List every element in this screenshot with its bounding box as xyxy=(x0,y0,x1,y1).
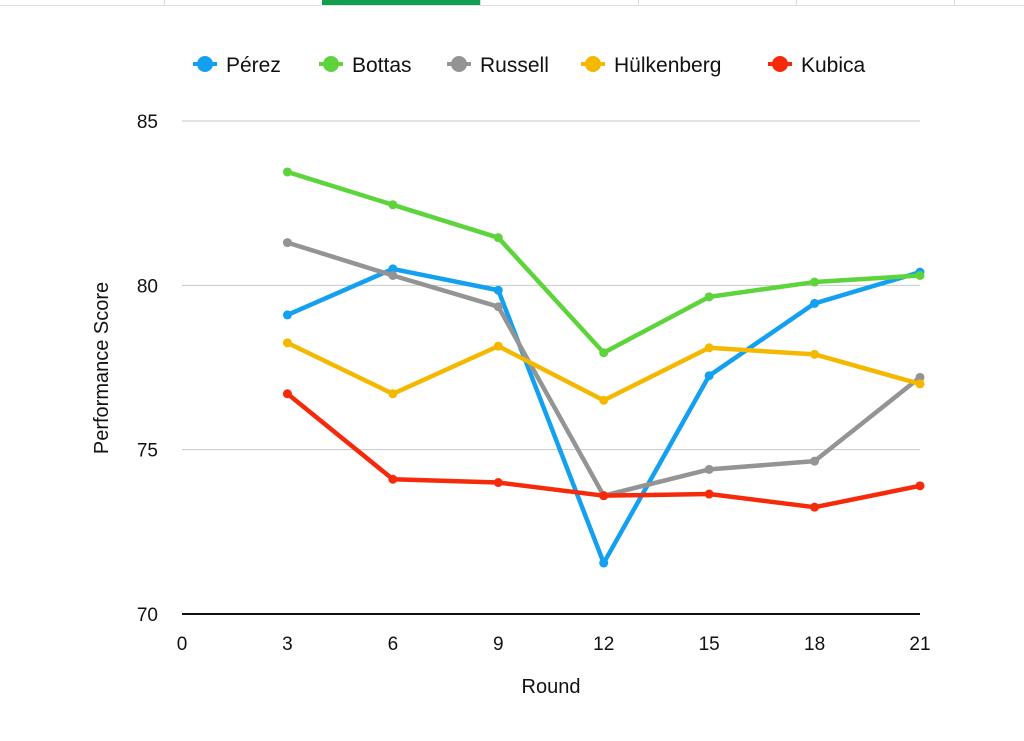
data-point xyxy=(282,167,292,177)
data-point xyxy=(388,389,398,399)
x-tick-label: 6 xyxy=(388,634,399,655)
series-1 xyxy=(282,167,925,358)
data-point xyxy=(493,233,503,243)
data-point xyxy=(810,456,820,466)
data-point xyxy=(388,270,398,280)
data-point xyxy=(810,298,820,308)
x-tick-label: 18 xyxy=(804,634,825,655)
series-3 xyxy=(282,338,925,405)
x-tick-label: 3 xyxy=(282,634,293,655)
data-point xyxy=(282,310,292,320)
data-point xyxy=(915,481,925,491)
x-tick-label: 9 xyxy=(493,634,504,655)
legend-marker-icon xyxy=(451,56,467,72)
data-point xyxy=(388,474,398,484)
data-point xyxy=(915,270,925,280)
data-point xyxy=(599,395,609,405)
legend-label: Kubica xyxy=(801,54,866,77)
series-lines xyxy=(282,167,925,568)
legend-item[interactable]: Pérez xyxy=(193,54,281,77)
legend: Pérez Bottas Russell Hülkenberg Kubica xyxy=(193,54,866,77)
tab-separator xyxy=(164,0,165,5)
legend-label: Hülkenberg xyxy=(614,54,721,77)
data-point xyxy=(388,264,398,274)
active-tab-indicator[interactable] xyxy=(322,0,480,5)
data-point xyxy=(915,379,925,389)
legend-label: Russell xyxy=(480,54,549,77)
data-point xyxy=(599,491,609,501)
legend-item[interactable]: Bottas xyxy=(319,54,412,77)
data-point xyxy=(810,502,820,512)
data-point xyxy=(704,343,714,353)
data-point xyxy=(915,372,925,382)
data-point xyxy=(704,292,714,302)
tab-separator xyxy=(638,0,639,5)
data-point xyxy=(599,558,609,568)
sheet-tab-strip xyxy=(0,0,1024,6)
data-point xyxy=(282,238,292,248)
x-tick-label: 0 xyxy=(177,634,188,655)
x-tick-label: 15 xyxy=(699,634,720,655)
x-tick-label: 12 xyxy=(593,634,614,655)
data-point xyxy=(493,302,503,312)
legend-item[interactable]: Hülkenberg xyxy=(581,54,721,77)
legend-marker-icon xyxy=(323,56,339,72)
data-point xyxy=(493,341,503,351)
data-point xyxy=(388,200,398,210)
series-0 xyxy=(282,264,925,568)
series-line xyxy=(286,169,921,355)
legend-marker-icon xyxy=(585,56,601,72)
x-tick-label: 21 xyxy=(909,634,930,655)
series-4 xyxy=(282,389,925,512)
data-point xyxy=(282,389,292,399)
tab-separator xyxy=(796,0,797,5)
series-line xyxy=(286,266,921,566)
data-point xyxy=(282,338,292,348)
legend-label: Pérez xyxy=(226,54,281,77)
data-point xyxy=(704,489,714,499)
data-point xyxy=(493,285,503,295)
y-tick-label: 75 xyxy=(137,441,158,462)
legend-item[interactable]: Russell xyxy=(447,54,549,77)
x-axis-label: Round xyxy=(522,676,581,698)
tab-separator xyxy=(954,0,955,5)
data-point xyxy=(493,478,503,488)
axis-ticks: 70 75 80 85 0 3 6 9 12 15 18 21 xyxy=(137,112,931,655)
data-point xyxy=(704,371,714,381)
series-2 xyxy=(282,238,925,501)
y-tick-label: 80 xyxy=(137,276,158,297)
legend-label: Bottas xyxy=(352,54,412,77)
y-tick-label: 70 xyxy=(137,605,158,626)
legend-item[interactable]: Kubica xyxy=(768,54,866,77)
data-point xyxy=(599,348,609,358)
legend-marker-icon xyxy=(772,56,788,72)
gridlines xyxy=(182,120,920,615)
y-tick-label: 85 xyxy=(137,112,158,133)
data-point xyxy=(704,464,714,474)
tab-separator xyxy=(480,0,481,5)
y-axis-label: Performance Score xyxy=(91,282,113,454)
legend-marker-icon xyxy=(197,56,213,72)
data-point xyxy=(810,349,820,359)
data-point xyxy=(810,277,820,287)
